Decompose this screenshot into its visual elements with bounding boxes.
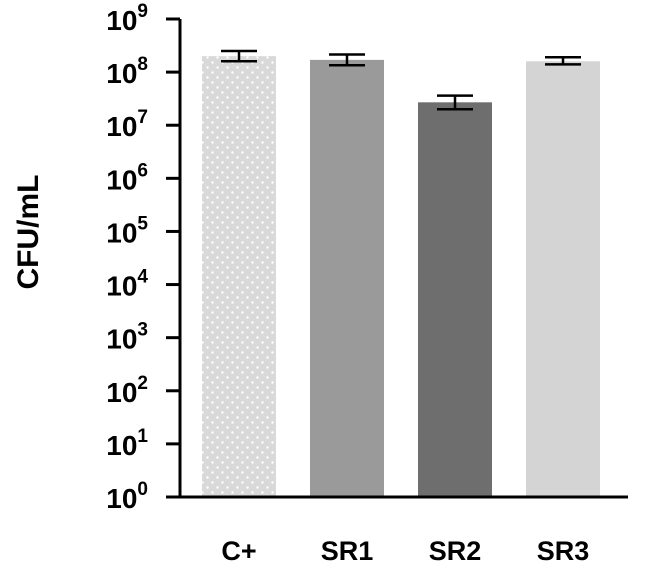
bars-group (202, 56, 600, 498)
y-tick-label: 106 (106, 160, 148, 195)
bar-sr3 (526, 61, 600, 497)
y-tick-label: 105 (106, 213, 148, 248)
bar-c (202, 56, 276, 497)
x-tick-label: SR1 (321, 536, 374, 561)
y-tick-label: 108 (106, 54, 148, 89)
x-tick-label: SR3 (537, 536, 590, 561)
y-tick-label: 104 (106, 267, 148, 302)
bar-sr2 (418, 102, 492, 497)
x-tick-label: C+ (221, 536, 256, 561)
y-axis-title: CFU/mL (12, 175, 45, 290)
error-bars-group (221, 49, 581, 111)
bar-sr1 (310, 59, 384, 498)
y-tick-label: 109 (106, 1, 148, 36)
y-ticks-group: 100 101 102 103 104 105 106 107 108 109 (106, 1, 180, 514)
x-labels-group: C+ SR1 SR2 SR3 (221, 536, 589, 561)
axes-group (178, 19, 628, 499)
y-tick-label: 100 (106, 479, 148, 514)
y-tick-label: 103 (106, 320, 148, 355)
y-tick-label: 102 (106, 373, 148, 408)
y-tick-label: 107 (106, 107, 148, 142)
y-tick-label: 101 (106, 426, 148, 461)
x-tick-label: SR2 (429, 536, 482, 561)
